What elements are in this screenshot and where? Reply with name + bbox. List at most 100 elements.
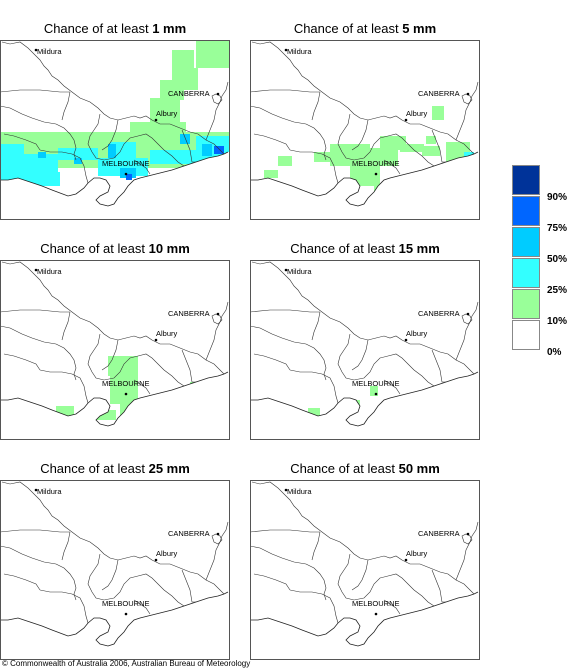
district-boundary [61, 311, 71, 341]
basemap-lines [250, 481, 479, 647]
district-boundary [205, 521, 229, 581]
district-boundary [0, 529, 70, 533]
district-boundary [61, 531, 71, 561]
map-5mm: Mildura CANBERRA Albury MELBOURNE [250, 40, 480, 220]
map-frame [250, 40, 480, 220]
district-boundary [431, 129, 446, 163]
canberra-label: CANBERRA [168, 309, 210, 318]
district-boundary [337, 333, 415, 381]
panel-title-1mm: Chance of at least 1 mm [43, 21, 187, 36]
probability-cell [150, 150, 200, 164]
mildura-marker [34, 48, 38, 52]
coastline [0, 371, 229, 427]
map-50mm: Mildura CANBERRA Albury MELBOURNE [250, 480, 480, 660]
district-boundary [163, 369, 185, 387]
albury-marker [154, 338, 158, 342]
melbourne-marker [124, 172, 128, 176]
place-labels: Mildura CANBERRA Albury MELBOURNE [284, 47, 470, 176]
district-boundary [211, 313, 223, 325]
probability-cell [38, 152, 46, 158]
sea-area [0, 372, 230, 440]
panel-title-15mm: Chance of at least 15 mm [290, 241, 440, 256]
panel-title-50mm: Chance of at least 50 mm [290, 461, 440, 476]
mildura-marker [284, 488, 288, 492]
legend-label-10: 10% [547, 316, 568, 327]
canberra-marker [216, 532, 220, 536]
district-boundary [383, 159, 401, 175]
legend-label-25: 25% [547, 285, 568, 296]
probability-cell [74, 158, 82, 164]
district-boundary [101, 559, 119, 591]
probability-cell [278, 156, 292, 166]
place-labels: Mildura CANBERRA Albury MELBOURNE [284, 267, 470, 396]
melbourne-marker [374, 612, 378, 616]
probability-cell [96, 410, 116, 420]
melbourne-label: MELBOURNE [352, 379, 400, 388]
mildura-marker [284, 268, 288, 272]
district-boundary [3, 573, 41, 591]
district-boundary [455, 81, 479, 141]
sea-area [250, 592, 480, 660]
district-boundary [0, 325, 77, 381]
probability-cell [464, 152, 474, 158]
canberra-label: CANBERRA [168, 89, 210, 98]
panel-title-10mm: Chance of at least 10 mm [40, 241, 190, 256]
district-boundary [383, 599, 401, 615]
albury-label: Albury [406, 549, 428, 558]
district-boundary [0, 89, 70, 93]
district-boundary [0, 105, 77, 161]
place-labels: Mildura CANBERRA Albury MELBOURNE [284, 487, 470, 616]
probability-cell [314, 152, 334, 162]
melbourne-marker [124, 392, 128, 396]
legend-label-75: 75% [547, 223, 568, 234]
district-boundary [211, 93, 223, 105]
probability-cell [126, 174, 132, 180]
district-boundary [461, 313, 473, 325]
district-boundary [61, 91, 71, 121]
district-boundary [3, 133, 41, 151]
map-frame [250, 480, 480, 660]
sea-area [250, 152, 480, 220]
district-boundary [181, 349, 196, 383]
mildura-label: Mildura [37, 487, 62, 496]
district-boundary [337, 113, 415, 161]
melbourne-label: MELBOURNE [102, 379, 150, 388]
basemap-lines [0, 481, 229, 647]
district-boundary [311, 531, 321, 561]
legend-label-90: 90% [547, 192, 568, 203]
probability-cell [422, 146, 440, 156]
district-boundary [251, 481, 475, 595]
melbourne-marker [124, 612, 128, 616]
canberra-label: CANBERRA [168, 529, 210, 538]
district-boundary [181, 569, 196, 603]
legend-swatch-10-25 [512, 289, 540, 319]
district-boundary [351, 339, 369, 371]
legend-swatch-75-90 [512, 196, 540, 226]
sea-area [0, 152, 230, 220]
probability-shading [0, 592, 230, 660]
legend-swatch-50-75 [512, 227, 540, 257]
coastline [250, 591, 479, 647]
district-boundary [455, 301, 479, 361]
probability-cell [184, 68, 198, 90]
map-25mm: Mildura CANBERRA Albury MELBOURNE [0, 480, 230, 660]
district-boundary [413, 369, 435, 387]
district-boundary [1, 41, 225, 155]
probability-cell [56, 406, 74, 416]
district-boundary [351, 119, 369, 151]
probability-cell [426, 136, 436, 144]
coastline [0, 591, 229, 647]
map-10mm: Mildura CANBERRA Albury MELBOURNE [0, 260, 230, 440]
melbourne-label: MELBOURNE [352, 159, 400, 168]
probability-cell [58, 148, 98, 160]
district-boundary [205, 81, 229, 141]
probability-shading [0, 356, 230, 440]
probability-cell [196, 40, 230, 68]
district-boundary [39, 369, 89, 404]
albury-marker [404, 118, 408, 122]
canberra-label: CANBERRA [418, 89, 460, 98]
legend-swatch-90-100 [512, 165, 540, 195]
district-boundary [431, 569, 446, 603]
mildura-label: Mildura [37, 267, 62, 276]
canberra-marker [466, 312, 470, 316]
